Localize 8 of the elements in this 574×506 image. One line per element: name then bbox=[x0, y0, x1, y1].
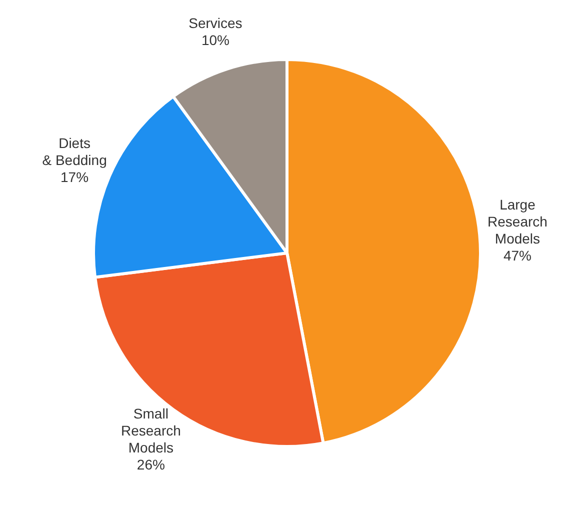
data-label: 47% bbox=[503, 248, 532, 264]
data-label: 17% bbox=[60, 168, 89, 185]
data-label: 10% bbox=[201, 32, 230, 48]
slice-label: Services bbox=[188, 15, 242, 32]
slice-label: Small Research Models bbox=[120, 406, 181, 456]
slice-label: Diets & Bedding bbox=[42, 134, 107, 168]
data-label: 26% bbox=[136, 456, 165, 473]
slice-label: Large Research Models bbox=[488, 196, 548, 247]
